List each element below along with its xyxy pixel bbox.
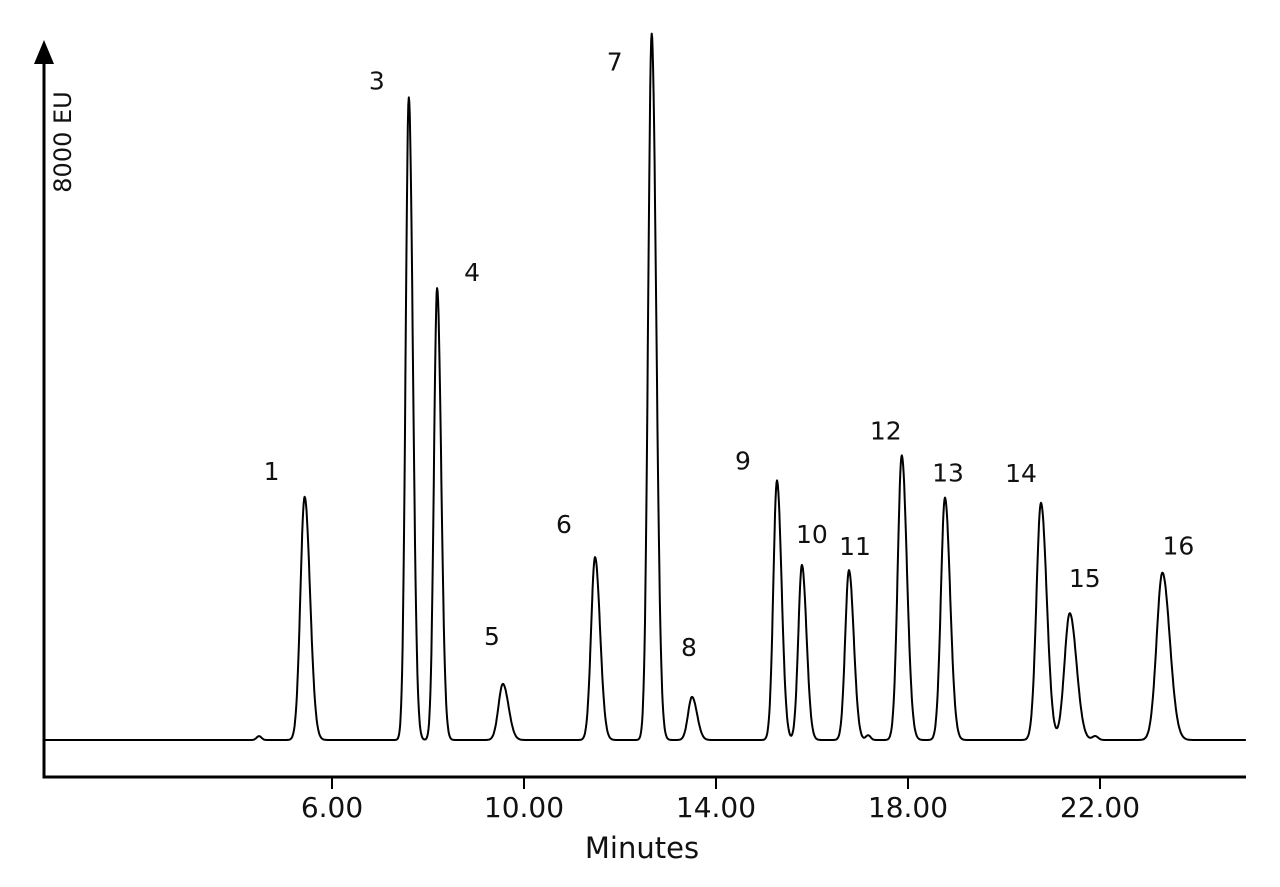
peak-label-8: 8 — [681, 633, 697, 662]
y-axis-scale-label: 8000 EU — [49, 91, 77, 192]
x-axis-title: Minutes — [585, 831, 699, 865]
x-tick-label: 14.00 — [676, 791, 756, 824]
peak-label-15: 15 — [1069, 564, 1101, 593]
peak-label-10: 10 — [796, 520, 828, 549]
y-axis-arrow-icon — [34, 40, 54, 64]
peak-label-4: 4 — [464, 258, 480, 287]
peak-label-16: 16 — [1162, 532, 1194, 561]
peak-label-12: 12 — [870, 416, 902, 445]
peak-label-11: 11 — [839, 532, 871, 561]
peak-label-3: 3 — [369, 66, 385, 95]
x-tick-label: 18.00 — [868, 791, 948, 824]
peak-label-7: 7 — [607, 48, 623, 77]
peak-label-5: 5 — [484, 622, 500, 651]
peak-label-9: 9 — [735, 446, 751, 475]
x-tick-label: 10.00 — [484, 791, 564, 824]
chromatogram-trace — [43, 32, 1247, 741]
peak-label-1: 1 — [264, 457, 280, 486]
peak-label-14: 14 — [1005, 459, 1037, 488]
x-tick-label: 22.00 — [1060, 791, 1140, 824]
x-tick-label: 6.00 — [301, 791, 363, 824]
peak-label-13: 13 — [932, 459, 964, 488]
peak-label-6: 6 — [556, 510, 572, 539]
